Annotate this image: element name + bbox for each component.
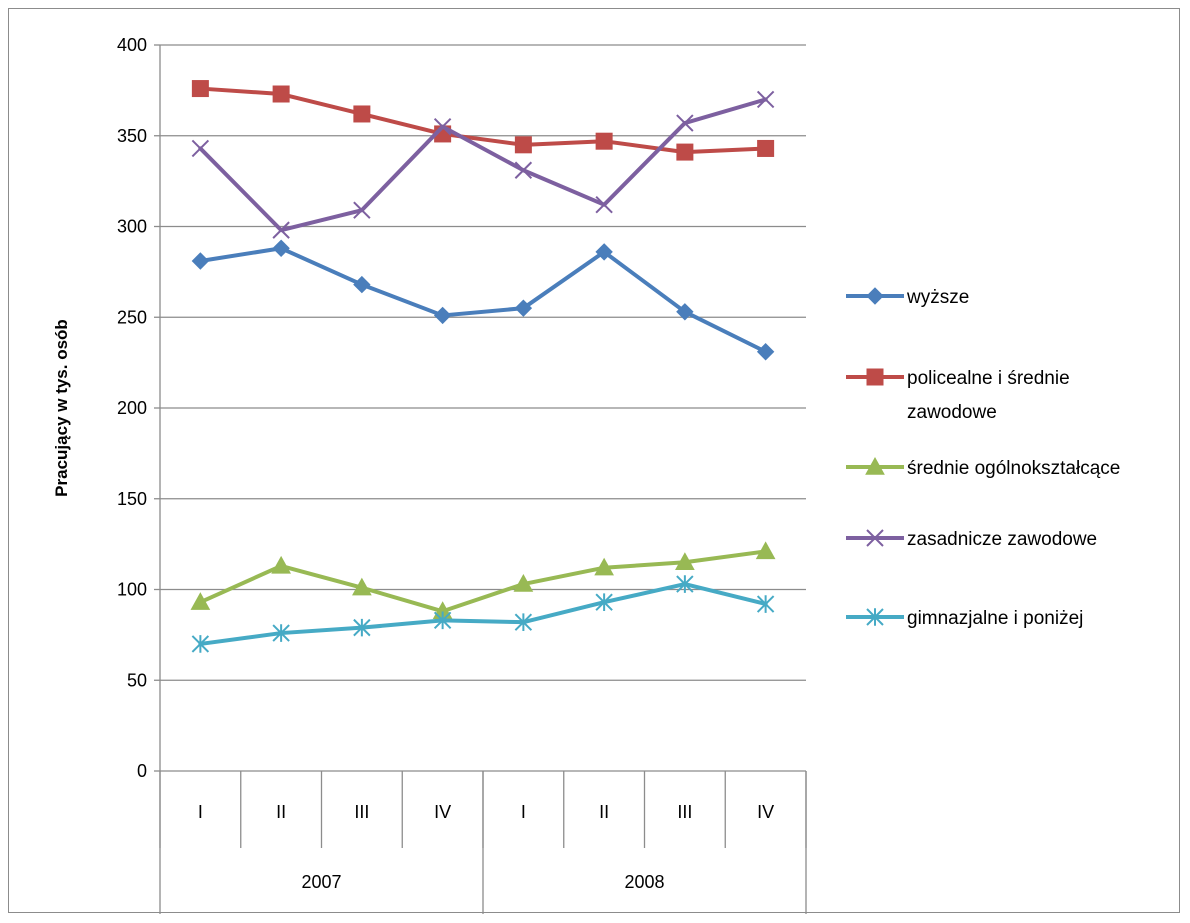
data-point xyxy=(756,595,775,613)
data-point xyxy=(191,139,210,158)
x-tick-label: I xyxy=(198,802,203,822)
y-tick-label: 200 xyxy=(117,398,147,418)
x-tick-label: III xyxy=(677,802,692,822)
legend-marker xyxy=(866,529,884,547)
data-point xyxy=(513,574,534,592)
x-tick-label: II xyxy=(599,802,609,822)
data-point xyxy=(272,221,290,239)
data-point xyxy=(433,306,452,325)
legend-marker xyxy=(866,287,884,305)
x-tick-label: I xyxy=(521,802,526,822)
legend-label: średnie ogólnokształcące xyxy=(907,458,1120,479)
series-line xyxy=(198,246,768,354)
x-group-label: 2008 xyxy=(624,872,664,892)
data-point xyxy=(272,239,290,257)
data-point xyxy=(272,624,290,642)
data-point xyxy=(595,593,613,612)
data-point xyxy=(595,243,613,261)
chart-frame xyxy=(8,8,1180,913)
data-point xyxy=(595,196,613,214)
data-point xyxy=(352,577,372,596)
y-tick-label: 50 xyxy=(127,670,147,690)
data-point xyxy=(433,611,452,630)
data-point xyxy=(676,114,694,132)
y-tick-label: 350 xyxy=(117,126,147,146)
data-point xyxy=(353,275,371,294)
series-line xyxy=(198,582,768,646)
legend-label: wyższe xyxy=(906,287,969,308)
data-point xyxy=(353,618,371,637)
data-point xyxy=(757,139,775,157)
legend-marker xyxy=(865,456,885,475)
y-tick-label: 400 xyxy=(117,35,147,55)
y-tick-label: 300 xyxy=(117,217,147,237)
data-point xyxy=(755,541,776,560)
legend-label: policealne i średnie xyxy=(907,368,1070,389)
y-tick-label: 0 xyxy=(137,761,147,781)
data-point xyxy=(676,575,694,593)
legend-marker xyxy=(866,608,884,626)
data-point xyxy=(676,303,694,321)
data-point xyxy=(676,143,694,161)
series-line xyxy=(198,549,768,614)
data-point xyxy=(353,201,371,219)
y-tick-label: 250 xyxy=(117,307,147,327)
data-point xyxy=(191,80,209,98)
data-point xyxy=(675,552,695,570)
data-point xyxy=(353,105,371,123)
x-tick-label: IV xyxy=(757,802,774,822)
series-line xyxy=(198,97,768,233)
legend-marker xyxy=(866,368,884,386)
x-tick-label: III xyxy=(354,802,369,822)
y-tick-label: 150 xyxy=(117,489,147,509)
data-point xyxy=(756,343,775,361)
data-point xyxy=(190,592,211,610)
data-point xyxy=(271,555,291,574)
series-line xyxy=(198,86,768,155)
data-point xyxy=(191,635,210,653)
data-point xyxy=(595,132,613,150)
data-point xyxy=(594,557,614,576)
x-group-label: 2007 xyxy=(301,872,341,892)
legend-label: zasadnicze zawodowe xyxy=(907,529,1097,550)
legend-label: zawodowe xyxy=(907,402,997,423)
data-point xyxy=(272,85,290,103)
data-point xyxy=(756,90,775,109)
y-axis-title: Pracujący w tys. osób xyxy=(52,319,71,497)
legend-label: gimnazjalne i poniżej xyxy=(907,608,1083,629)
y-tick-label: 100 xyxy=(117,580,147,600)
data-point xyxy=(514,299,533,317)
data-point xyxy=(514,136,532,154)
data-point xyxy=(514,161,533,179)
x-tick-label: II xyxy=(276,802,286,822)
data-point xyxy=(514,613,533,631)
x-tick-label: IV xyxy=(434,802,451,822)
data-point xyxy=(191,252,210,270)
data-point xyxy=(433,117,452,136)
